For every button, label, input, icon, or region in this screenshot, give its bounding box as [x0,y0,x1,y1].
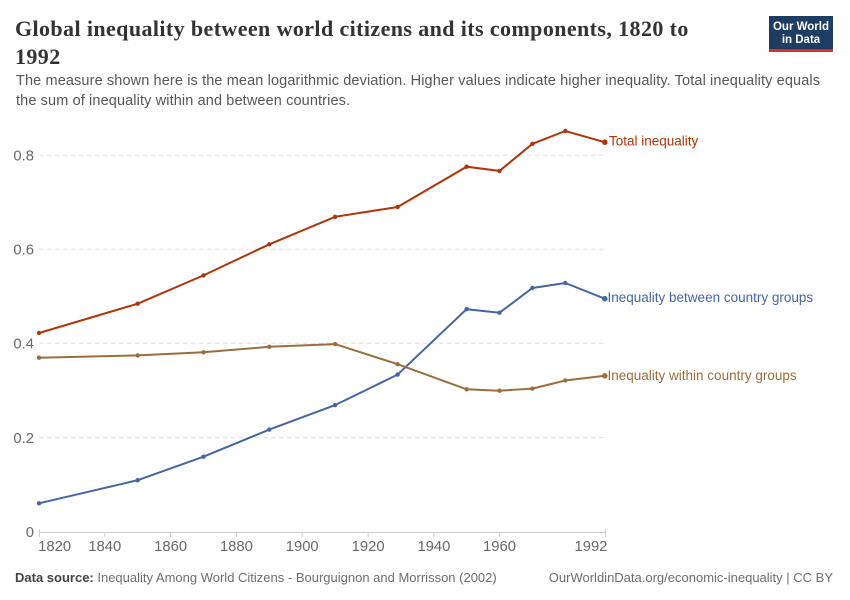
svg-text:1880: 1880 [220,539,253,555]
svg-text:1840: 1840 [88,539,121,555]
svg-text:0.4: 0.4 [13,337,34,353]
svg-text:0.2: 0.2 [13,431,34,447]
svg-text:0.6: 0.6 [13,243,34,259]
svg-text:1860: 1860 [154,539,187,555]
svg-text:1820: 1820 [38,539,71,555]
svg-text:1920: 1920 [352,539,385,555]
svg-text:1940: 1940 [417,539,450,555]
svg-text:Inequality between country gro: Inequality between country groups [608,290,814,305]
svg-text:0.8: 0.8 [13,148,34,164]
svg-text:Total inequality: Total inequality [609,134,699,149]
svg-text:1960: 1960 [483,539,516,555]
svg-text:1900: 1900 [286,539,319,555]
svg-text:0: 0 [26,525,34,541]
svg-text:1992: 1992 [575,539,608,555]
svg-text:Inequality within country grou: Inequality within country groups [608,368,797,383]
